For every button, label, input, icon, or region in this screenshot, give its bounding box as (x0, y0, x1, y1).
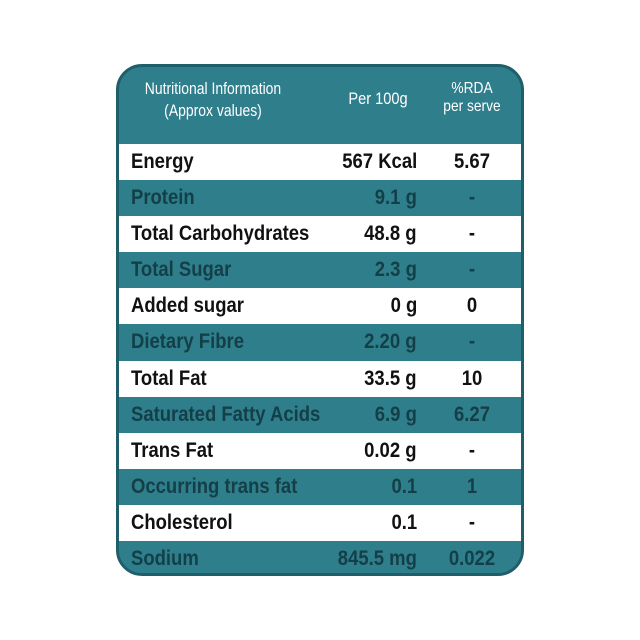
header-rda: %RDA per serve (433, 80, 510, 116)
nutrient-name: Added sugar (131, 294, 244, 318)
table-row: Sodium 845.5 mg 0.022 (119, 541, 521, 573)
header-per-100g: Per 100g (348, 89, 408, 108)
nutrient-name: Total Fat (131, 366, 207, 390)
table-row: Total Fat 33.5 g 10 (119, 360, 521, 397)
nutrient-name: Total Carbohydrates (131, 222, 310, 246)
table-row: Energy 567 Kcal 5.67 (119, 144, 521, 181)
nutrient-name: Cholesterol (131, 510, 233, 534)
table-row: Total Sugar 2.3 g - (119, 252, 521, 289)
nutrient-value: 6.9 g (374, 402, 417, 426)
nutrient-value: 2.20 g (364, 330, 417, 354)
header-rda-line1: %RDA (451, 80, 493, 97)
nutrient-rda: - (468, 438, 476, 462)
nutrient-value: 0.1 (391, 510, 417, 534)
header-title: Nutritional Information (144, 79, 282, 98)
nutrient-value: 0 g (390, 294, 417, 318)
nutrient-name: Energy (131, 150, 194, 173)
header-rda-line2: per serve (443, 98, 501, 115)
table-row: Dietary Fibre 2.20 g - (119, 324, 521, 361)
nutrient-value: 48.8 g (364, 222, 417, 246)
table-row: Saturated Fatty Acids 6.9 g 6.27 (119, 396, 521, 433)
nutrient-rda: 10 (461, 366, 483, 390)
nutrient-rda: 6.27 (454, 402, 490, 426)
nutrient-name: Saturated Fatty Acids (131, 402, 321, 426)
table-row: Occurring trans fat 0.1 1 (119, 468, 521, 505)
table-row: Total Carbohydrates 48.8 g - (119, 216, 521, 253)
nutrition-table: Nutritional Information (Approx values) … (116, 64, 524, 576)
nutrient-name: Protein (131, 186, 195, 210)
nutrient-rda: 5.67 (454, 150, 490, 173)
nutrient-rda: - (468, 186, 476, 210)
nutrient-rda: 0.022 (448, 547, 496, 571)
table-row: Trans Fat 0.02 g - (119, 432, 521, 469)
header-subtitle: (Approx values) (164, 101, 262, 120)
nutrient-value: 9.1 g (374, 186, 417, 210)
nutrient-value: 0.1 (391, 474, 417, 498)
nutrient-value: 845.5 mg (337, 547, 417, 571)
nutrient-value: 33.5 g (364, 366, 417, 390)
nutrient-rda: - (468, 510, 476, 534)
nutrient-rda: - (468, 330, 476, 354)
header-nutritional-information: Nutritional Information (Approx values) (131, 78, 295, 122)
nutrient-rda: 1 (466, 474, 478, 498)
nutrient-value: 0.02 g (364, 438, 417, 462)
nutrient-name: Trans Fat (131, 438, 214, 462)
table-row: Cholesterol 0.1 - (119, 504, 521, 542)
nutrient-name: Dietary Fibre (131, 330, 244, 354)
nutrient-rda: - (468, 222, 476, 246)
nutrient-value: 567 Kcal (341, 150, 417, 173)
table-row: Added sugar 0 g 0 (119, 288, 521, 325)
nutrient-rda: 0 (466, 294, 478, 318)
nutrient-name: Total Sugar (131, 258, 232, 282)
nutrient-value: 2.3 g (374, 258, 417, 282)
nutrient-name: Occurring trans fat (131, 474, 298, 498)
table-header: Nutritional Information (Approx values) … (119, 67, 521, 144)
table-body: Energy 567 Kcal 5.67 Protein 9.1 g - Tot… (119, 144, 521, 573)
table-row: Protein 9.1 g - (119, 180, 521, 217)
nutrient-name: Sodium (131, 547, 199, 571)
nutrient-rda: - (468, 258, 476, 282)
